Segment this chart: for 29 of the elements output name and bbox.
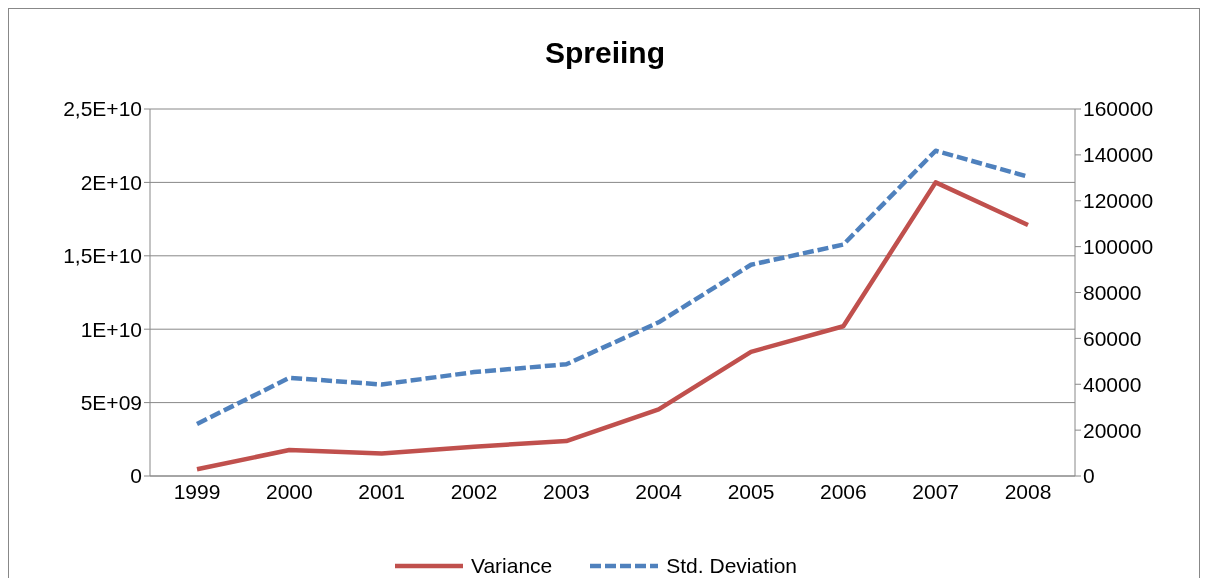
- y2-tick-label: 0: [1083, 464, 1095, 488]
- x-tick-label: 2004: [635, 479, 683, 503]
- chart-title: Spreiing: [544, 36, 666, 70]
- y-tick-label: 2,5E+10: [63, 97, 142, 121]
- x-tick-label: 2000: [265, 479, 313, 503]
- y2-tick-label: 40000: [1083, 372, 1142, 396]
- y-tick-label: 5E+09: [80, 391, 142, 415]
- y2-tick-label: 140000: [1083, 143, 1154, 167]
- x-tick-label: 2003: [542, 479, 590, 503]
- y2-tick-label: 80000: [1083, 280, 1142, 304]
- x-tick-label: 2005: [727, 479, 775, 503]
- y2-tick-label: 120000: [1083, 189, 1154, 213]
- x-tick-label: 2006: [819, 479, 867, 503]
- y-tick-label: 2E+10: [80, 170, 142, 194]
- y-tick-label: 1E+10: [80, 317, 142, 341]
- x-tick-label: 1999: [173, 479, 221, 503]
- y-tick-label: 1,5E+10: [63, 244, 142, 268]
- x-tick-label: 2008: [1004, 479, 1052, 503]
- y2-tick-label: 20000: [1083, 418, 1142, 442]
- x-tick-label: 2007: [912, 479, 960, 503]
- y-tick-label: 0: [130, 464, 142, 488]
- y2-tick-label: 100000: [1083, 235, 1154, 259]
- legend-label: Std. Deviation: [666, 554, 798, 578]
- y2-tick-label: 60000: [1083, 326, 1142, 350]
- x-tick-label: 2002: [450, 479, 498, 503]
- line-series: [194, 180, 1031, 472]
- x-tick-label: 2001: [358, 479, 406, 503]
- legend-label: Variance: [470, 554, 553, 578]
- y2-tick-label: 160000: [1083, 97, 1154, 121]
